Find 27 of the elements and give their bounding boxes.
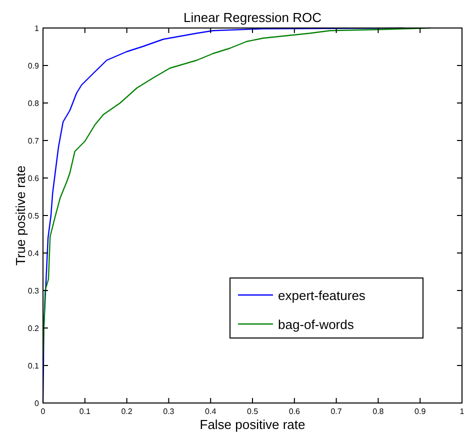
x-tick-label: 0 <box>40 407 46 416</box>
y-tick-label: 0.7 <box>28 136 40 146</box>
x-tick-label: 0.7 <box>330 407 342 416</box>
x-axis-title: False positive rate <box>200 417 306 432</box>
y-tick-label: 0.4 <box>28 249 40 258</box>
legend-label: expert-features <box>278 288 366 303</box>
y-axis-title: True positive rate <box>13 166 28 266</box>
y-tick-label: 1 <box>34 24 40 33</box>
y-tick-label: 0.1 <box>28 362 40 370</box>
x-tick-label: 0.3 <box>163 407 175 416</box>
x-tick-label: 0.4 <box>205 407 217 416</box>
x-tick-label: 0.6 <box>288 407 301 416</box>
chart-title: Linear Regression ROC <box>183 10 322 25</box>
y-tick-label: 0.6 <box>28 174 40 183</box>
y-tick-label: 0.2 <box>28 324 40 333</box>
y-tick-label: 0.9 <box>28 62 40 70</box>
x-tick-label: 1 <box>460 407 465 416</box>
x-tick-label: 0.9 <box>414 407 426 416</box>
x-tick-label: 0.2 <box>121 407 133 416</box>
x-tick-label: 0.5 <box>246 407 259 416</box>
y-tick-label: 0 <box>34 399 40 408</box>
x-tick-label: 0.1 <box>79 407 92 416</box>
y-tick-label: 0.3 <box>28 286 40 296</box>
legend-label: bag-of-words <box>278 317 354 332</box>
y-tick-label: 0.8 <box>28 99 40 108</box>
x-tick-label: 0.8 <box>372 407 384 416</box>
y-tick-label: 0.5 <box>28 212 40 220</box>
